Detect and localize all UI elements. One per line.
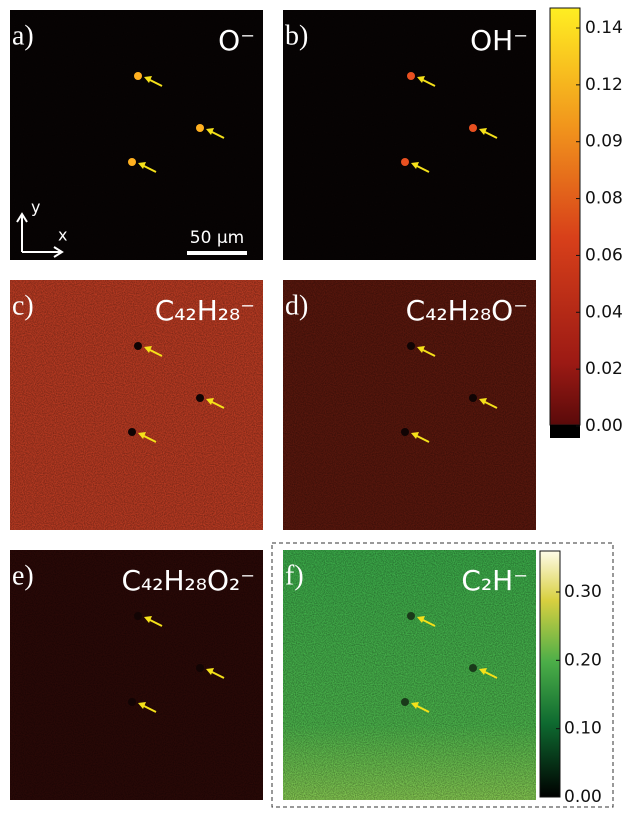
colorbar-tick-label: 0.20 — [564, 650, 602, 670]
feature-spot — [469, 124, 477, 132]
colorbar-tick-label: 0.04 — [585, 302, 623, 322]
feature-spot — [134, 612, 142, 620]
feature-spot — [407, 612, 415, 620]
map-noise — [283, 550, 536, 800]
arrow-head — [144, 346, 152, 353]
colorbar-tick-label: 0.12 — [585, 75, 623, 95]
ion-label: C₄₂H₂₈O₂⁻ — [121, 564, 255, 597]
arrow-head — [411, 702, 419, 709]
ion-label: O⁻ — [218, 24, 255, 57]
colorbar-tick-label: 0.00 — [564, 787, 602, 807]
colorbar-tick-label: 0.00 — [585, 416, 623, 436]
arrow-head — [411, 162, 419, 169]
colorbar-tick-label: 0.10 — [564, 719, 602, 739]
arrow-head — [138, 432, 146, 439]
feature-spot — [128, 158, 136, 166]
axis-x-label: x — [58, 226, 67, 245]
feature-spot — [134, 72, 142, 80]
arrow-head — [144, 616, 152, 623]
scale-bar-label: 50 μm — [190, 228, 244, 248]
feature-spot — [407, 72, 415, 80]
arrow-head — [411, 432, 419, 439]
panel-letter: a) — [12, 20, 34, 51]
highlight-box — [271, 542, 614, 808]
colorbar-tick-label: 0.06 — [585, 245, 623, 265]
feature-spot — [401, 158, 409, 166]
arrow-head — [138, 162, 146, 169]
ion-label: C₂H⁻ — [461, 564, 528, 597]
feature-spot — [134, 342, 142, 350]
arrow-head — [479, 128, 487, 135]
feature-spot — [196, 124, 204, 132]
feature-spot — [128, 698, 136, 706]
panel-letter: e) — [12, 560, 34, 591]
arrow-head — [138, 702, 146, 709]
feature-spot — [401, 428, 409, 436]
colorbar-tick-label: 0.02 — [585, 359, 623, 379]
ion-label: OH⁻ — [470, 24, 528, 57]
feature-spot — [469, 664, 477, 672]
map-noise — [283, 10, 536, 260]
colorbar-tick-label: 0.14 — [585, 18, 623, 38]
ion-label: C₄₂H₂₈⁻ — [155, 294, 255, 327]
map-noise — [10, 280, 263, 530]
arrow-head — [417, 76, 425, 83]
axis-y-label: y — [31, 198, 40, 217]
feature-spot — [469, 394, 477, 402]
map-noise — [10, 10, 263, 260]
colorbar — [549, 7, 581, 426]
map-noise — [283, 280, 536, 530]
colorbar-floor — [550, 425, 580, 438]
feature-spot — [407, 342, 415, 350]
arrow-head — [206, 668, 214, 675]
feature-spot — [196, 394, 204, 402]
colorbar-tick-label: 0.30 — [564, 582, 602, 602]
panel-letter: d) — [285, 290, 308, 321]
map-noise — [10, 550, 263, 800]
panel-letter: b) — [285, 20, 308, 51]
arrow-head — [206, 128, 214, 135]
colorbar-tick-label: 0.08 — [585, 189, 623, 209]
colorbar-tick-label: 0.09 — [585, 132, 623, 152]
axis-arrows — [16, 212, 64, 258]
arrow-head — [206, 398, 214, 405]
ion-label: C₄₂H₂₈O⁻ — [406, 294, 528, 327]
feature-spot — [128, 428, 136, 436]
feature-spot — [196, 664, 204, 672]
arrow-head — [144, 76, 152, 83]
feature-spot — [401, 698, 409, 706]
arrow-head — [479, 668, 487, 675]
colorbar — [539, 550, 561, 798]
panel-letter: c) — [12, 290, 34, 321]
arrow-head — [417, 616, 425, 623]
panel-letter: f) — [285, 560, 304, 591]
arrow-head — [479, 398, 487, 405]
arrow-head — [417, 346, 425, 353]
